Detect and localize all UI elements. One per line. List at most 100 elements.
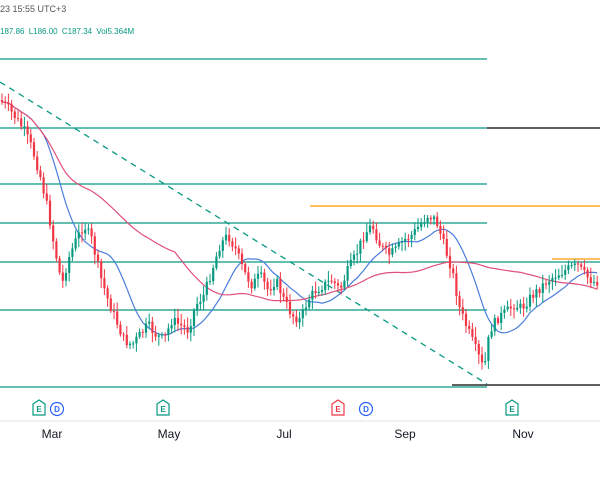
candle: [452, 263, 455, 279]
candle: [512, 304, 516, 319]
event-marker-label: E: [509, 405, 515, 414]
candle: [90, 223, 93, 244]
resistance-lines: [310, 127, 600, 386]
candle: [442, 225, 445, 245]
candle: [36, 150, 39, 175]
candle: [397, 238, 400, 250]
candle: [164, 332, 167, 342]
candle: [263, 268, 266, 290]
downtrend-line: [0, 81, 488, 385]
candle: [525, 297, 528, 313]
event-marker-label: E: [36, 405, 42, 414]
candle: [192, 308, 196, 336]
candle: [557, 268, 560, 281]
candle: [279, 272, 282, 303]
x-tick-label: Jul: [276, 427, 291, 441]
candle: [372, 220, 375, 234]
candle: [541, 274, 544, 303]
candle: [429, 215, 432, 225]
dividend-marker[interactable]: D: [358, 401, 374, 417]
candle: [112, 303, 116, 320]
candle: [359, 238, 362, 263]
x-axis-ticks: Mar May Jul Sep Nov: [42, 427, 534, 441]
candle: [272, 278, 276, 296]
candle: [596, 275, 599, 290]
candle: [522, 297, 525, 317]
candle: [157, 332, 160, 346]
candle: [436, 212, 439, 229]
candle: [183, 319, 186, 335]
candle: [493, 314, 496, 336]
candle: [480, 346, 484, 370]
candle: [100, 258, 103, 289]
candle: [333, 278, 336, 289]
earnings-marker[interactable]: E: [32, 399, 46, 416]
candle: [327, 270, 330, 291]
moving-averages: [1, 101, 598, 336]
dividend-marker[interactable]: D: [49, 401, 65, 417]
candle: [311, 285, 314, 309]
candle: [208, 273, 212, 286]
candle: [45, 184, 48, 205]
candle: [375, 222, 378, 244]
candle: [394, 243, 397, 253]
candle: [544, 279, 548, 290]
candle: [196, 296, 199, 316]
candle: [253, 273, 256, 291]
candle: [256, 265, 260, 288]
candle: [119, 321, 122, 337]
candle: [487, 334, 490, 369]
candle: [439, 220, 442, 241]
candle: [298, 311, 301, 329]
candle: [234, 237, 237, 255]
candle: [477, 340, 480, 365]
candle: [317, 286, 320, 296]
candle: [464, 308, 468, 333]
candle: [237, 245, 240, 260]
candle: [68, 251, 71, 282]
candle: [151, 316, 154, 343]
candle: [0, 93, 4, 105]
candle: [282, 288, 285, 302]
candle: [573, 259, 576, 271]
candle: [592, 274, 596, 287]
candle: [320, 285, 324, 296]
candle: [138, 328, 141, 339]
candle: [314, 281, 317, 299]
candle: [340, 281, 343, 295]
candle: [564, 264, 567, 280]
low-value: L186.00: [28, 27, 58, 36]
candle: [301, 304, 304, 327]
candle: [58, 255, 61, 275]
candle: [583, 260, 586, 275]
candle: [404, 232, 407, 251]
candle: [471, 322, 474, 341]
candle: [218, 244, 221, 259]
downtrend-line[interactable]: [0, 81, 488, 385]
earnings-marker[interactable]: E: [505, 399, 519, 416]
candle: [173, 308, 176, 333]
candle: [202, 285, 205, 310]
candle: [186, 317, 189, 339]
candle: [506, 300, 509, 312]
candle: [391, 243, 394, 258]
candle: [461, 298, 464, 321]
candle: [484, 352, 487, 366]
x-tick-label: May: [158, 427, 181, 441]
earnings-marker[interactable]: E: [331, 399, 345, 416]
candle: [87, 223, 90, 235]
candle: [330, 274, 333, 284]
candle: [10, 100, 13, 120]
candle: [109, 294, 112, 314]
candle: [125, 326, 128, 349]
candle: [135, 332, 138, 352]
earnings-marker[interactable]: E: [156, 399, 170, 416]
candle: [260, 266, 263, 279]
candle: [468, 320, 471, 334]
candle: [48, 194, 52, 230]
candle: [276, 275, 279, 291]
candle: [26, 120, 29, 144]
candle: [266, 277, 269, 297]
candle: [589, 267, 592, 289]
